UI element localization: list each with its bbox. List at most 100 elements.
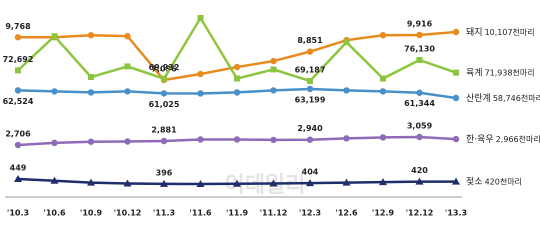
marker (124, 63, 131, 70)
marker (342, 178, 351, 186)
x-tick-label: '11.9 (226, 209, 249, 218)
marker (15, 67, 21, 74)
x-tick-label: '12.9 (372, 209, 395, 218)
marker (160, 90, 168, 97)
marker (14, 87, 22, 94)
marker (306, 85, 314, 93)
marker (416, 133, 423, 141)
marker (233, 89, 241, 96)
x-tick-label: '11.6 (189, 209, 212, 218)
end-label: 420천마리 (485, 176, 522, 186)
marker (379, 178, 387, 186)
x-tick-label: '10.6 (43, 209, 66, 218)
marker (306, 136, 314, 143)
marker (14, 34, 22, 41)
data-label: 396 (156, 168, 173, 177)
marker (87, 178, 95, 186)
x-tick-label: '12.12 (406, 209, 434, 218)
legend-entry: 한·육우 2,966천마리 (466, 134, 540, 145)
marker (233, 179, 241, 187)
x-tick-label: '11.3 (153, 209, 175, 218)
marker (452, 177, 460, 185)
marker (343, 135, 350, 142)
marker (343, 39, 350, 46)
marker (197, 136, 204, 143)
data-label: 420 (411, 166, 428, 175)
marker (123, 179, 132, 187)
data-label: 69,932 (149, 63, 180, 72)
data-label: 63,199 (295, 96, 326, 105)
marker (270, 66, 277, 73)
data-label: 62,524 (3, 97, 34, 106)
marker (452, 28, 460, 36)
x-tick-label: '13.3 (445, 209, 467, 218)
marker (306, 179, 314, 187)
marker (124, 32, 131, 40)
end-label: 71,938천마리 (485, 67, 535, 77)
marker (14, 141, 22, 149)
x-tick-label: '10.12 (114, 209, 142, 218)
marker (380, 75, 386, 82)
x-tick-label: '10.9 (80, 209, 103, 218)
marker (234, 75, 240, 82)
marker (307, 78, 313, 84)
marker (416, 56, 423, 63)
end-label: 10,107천마리 (485, 27, 535, 37)
data-label: 61,344 (404, 99, 435, 108)
legend-entry: 돼지 10,107천마리 (466, 27, 535, 38)
marker (269, 179, 278, 187)
marker (379, 88, 387, 95)
x-tick-label: '12.3 (299, 209, 321, 218)
marker (197, 70, 204, 78)
data-label: 449 (10, 164, 27, 173)
marker (197, 15, 204, 21)
marker (160, 179, 168, 187)
legend-entry: 육계 71,938천마리 (466, 66, 535, 78)
x-tick-label: '10.3 (7, 209, 29, 218)
marker (306, 48, 314, 55)
data-label: 8,851 (297, 36, 323, 45)
data-label: 2,706 (5, 130, 31, 139)
marker (87, 89, 95, 96)
marker (87, 138, 95, 145)
marker (51, 88, 58, 95)
marker (124, 138, 131, 145)
data-label: 61,025 (149, 100, 180, 109)
marker (50, 176, 59, 184)
series-line (17, 15, 457, 83)
marker (124, 88, 131, 95)
x-tick-label: '11.12 (260, 209, 288, 218)
data-label: 72,692 (3, 55, 34, 64)
data-label: 7,036 (151, 65, 177, 74)
marker (160, 137, 168, 145)
marker (343, 87, 350, 94)
marker (88, 74, 94, 81)
marker (161, 75, 167, 82)
marker (270, 136, 277, 144)
x-tick-label: '12.6 (335, 209, 358, 218)
legend-entry: 젖소 420천마리 (466, 175, 522, 187)
data-label: 69,187 (295, 66, 326, 75)
legend-name: 돼지 (466, 27, 483, 38)
series-line (18, 30, 457, 82)
marker (233, 136, 241, 143)
data-label: 3,059 (407, 122, 433, 131)
marker (270, 57, 277, 65)
marker (452, 135, 460, 143)
legend-entry: 산란계 58,746천마리 (466, 92, 540, 104)
marker (415, 177, 424, 185)
data-label: 2,881 (151, 126, 177, 135)
data-label: 76,130 (404, 44, 435, 53)
marker (416, 31, 423, 39)
marker (51, 33, 58, 40)
end-label: 58,746천마리 (493, 93, 540, 103)
end-label: 2,966천마리 (496, 134, 540, 144)
chart: 이데일리 '10.3'10.6'10.9'10.12'11.3'11.6'11.… (3, 15, 540, 218)
legend-name: 육계 (466, 66, 483, 78)
marker (270, 87, 277, 94)
marker (379, 32, 387, 39)
data-label: 9,916 (407, 19, 433, 28)
marker (51, 139, 58, 147)
data-label: 404 (302, 168, 319, 177)
marker (453, 69, 459, 76)
